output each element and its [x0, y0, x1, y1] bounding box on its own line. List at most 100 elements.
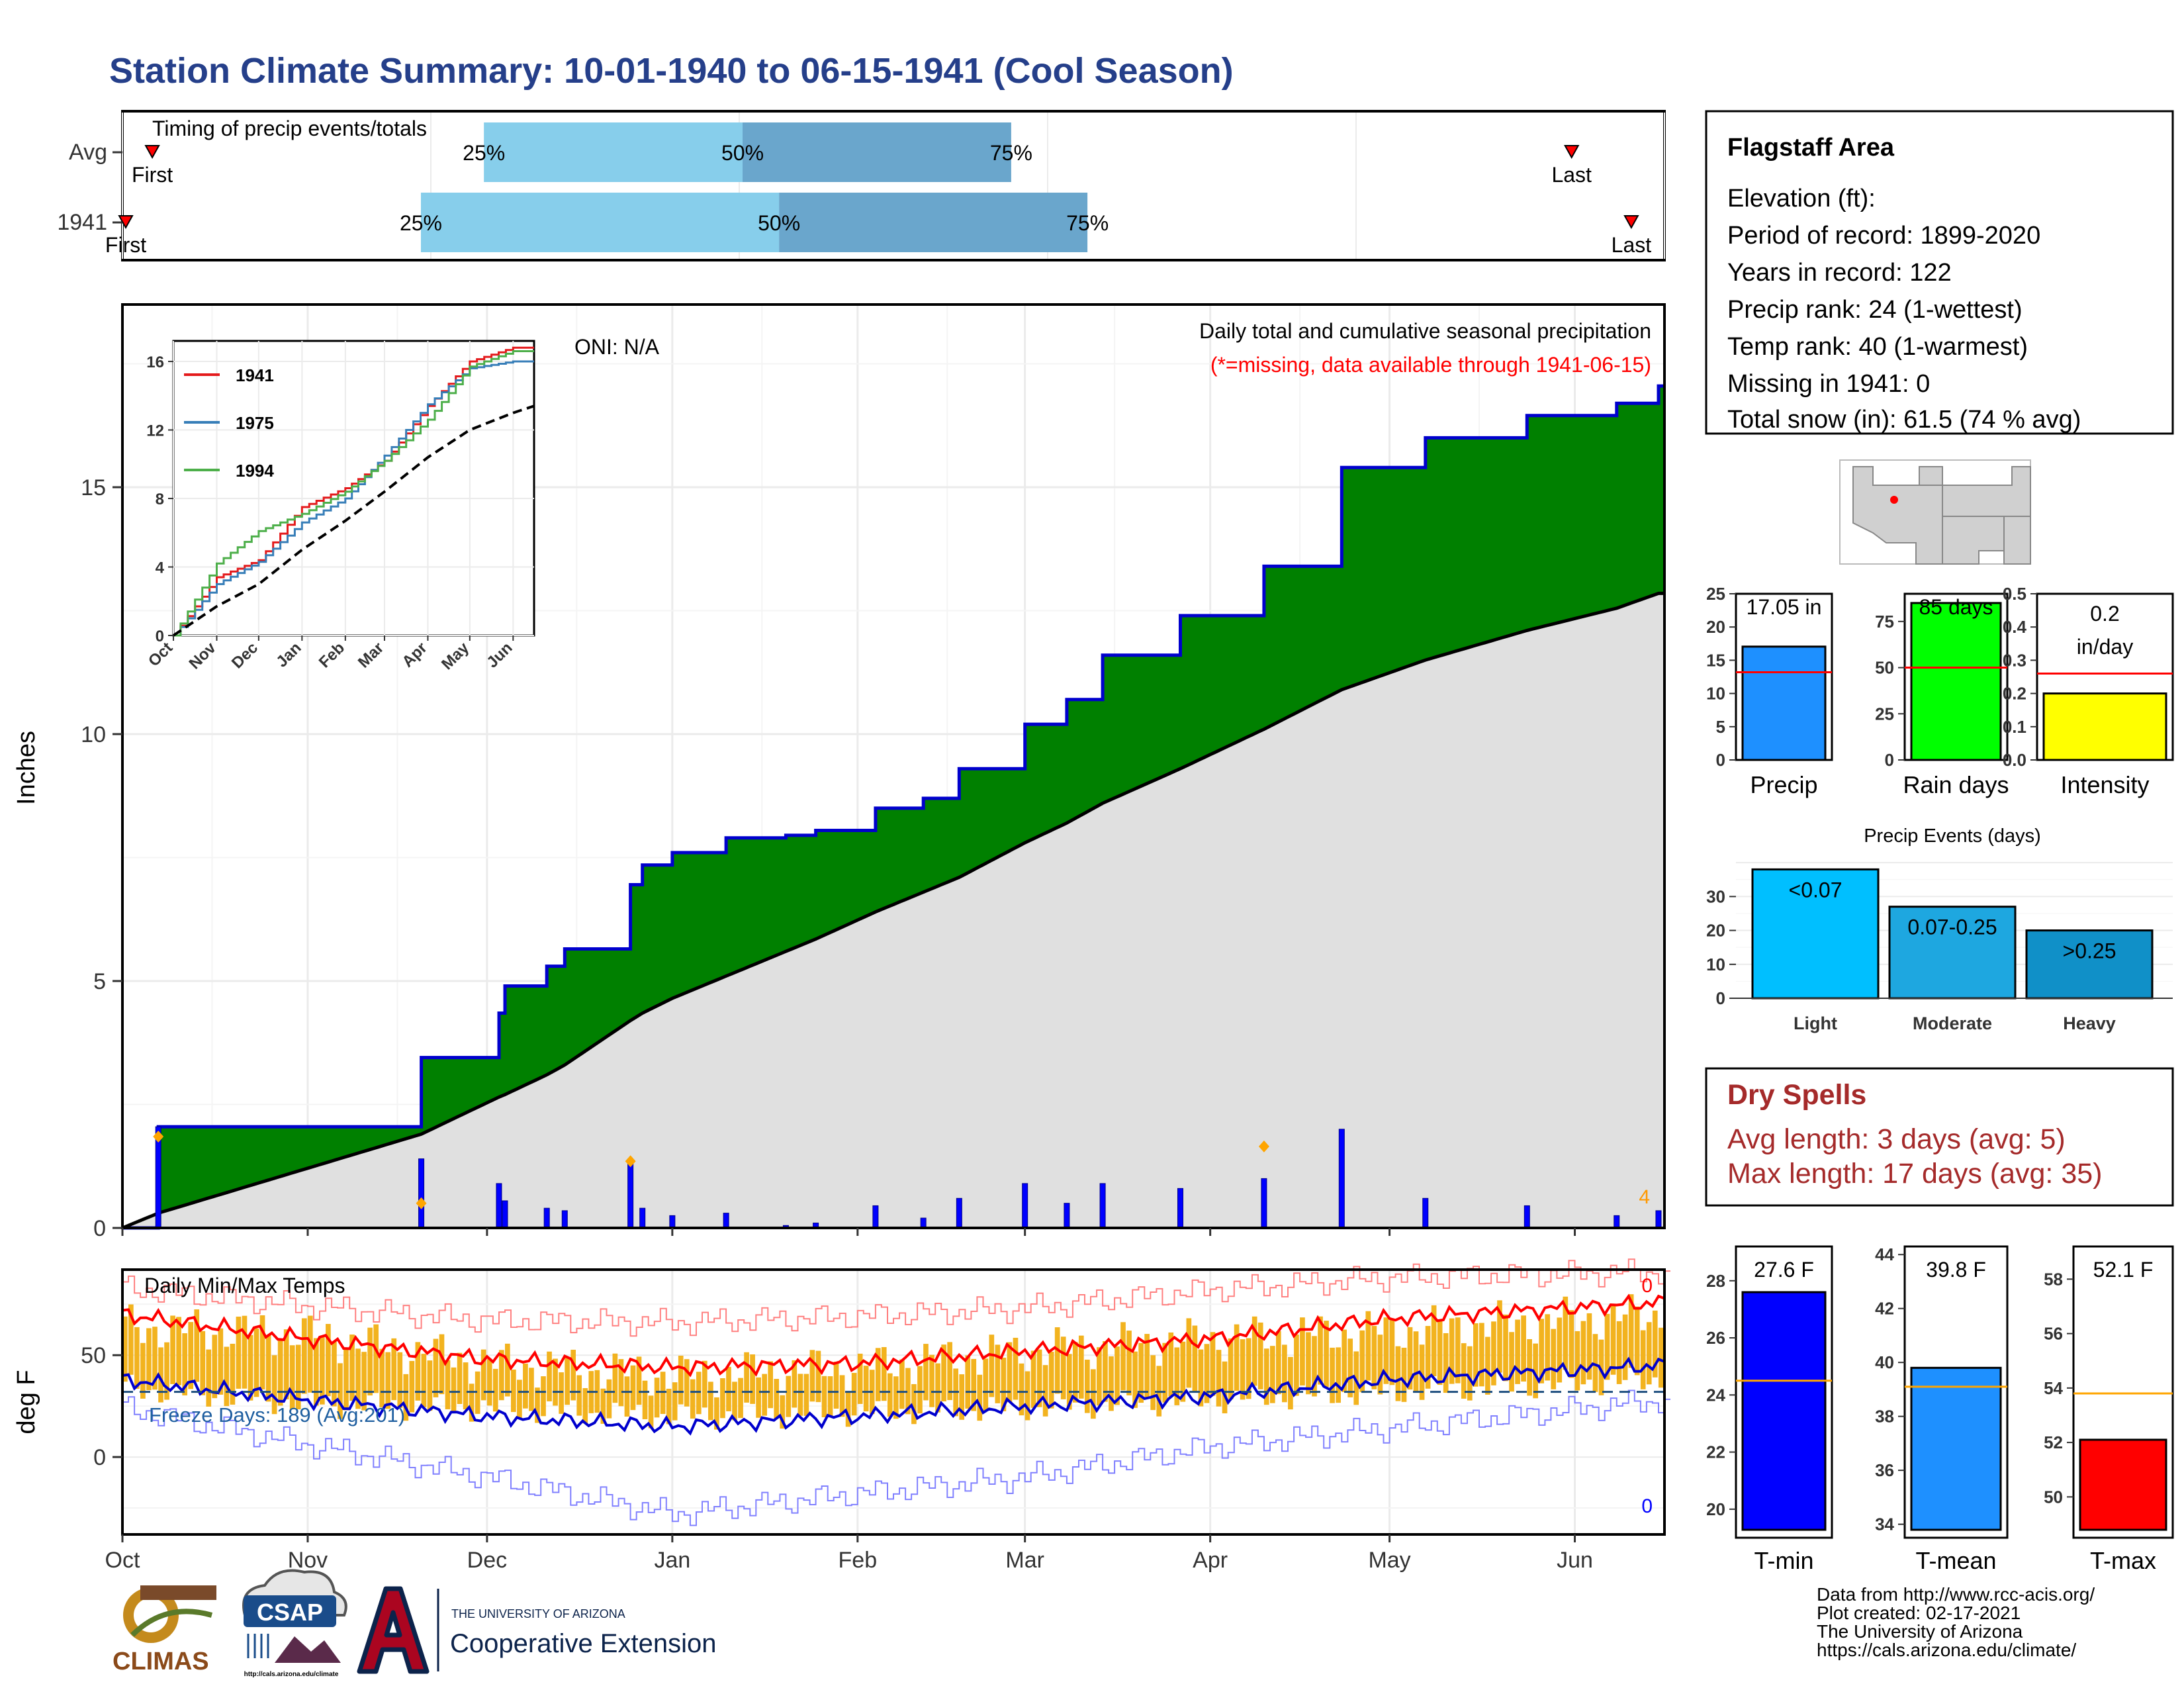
daily-temp-bar	[1115, 1346, 1120, 1405]
daily-temp-bar	[301, 1318, 307, 1394]
last-event-label: Last	[1612, 233, 1652, 257]
daily-temp-bar	[606, 1379, 612, 1419]
daily-temp-bar	[959, 1374, 965, 1420]
temp-summary-y-tick-label: 58	[2044, 1269, 2063, 1289]
daily-precip-bar	[1099, 1183, 1106, 1229]
daily-temp-bar	[965, 1355, 971, 1409]
temp-summary-category-label: T-max	[2090, 1547, 2156, 1574]
daily-temp-bar	[1563, 1296, 1569, 1370]
daily-temp-bar	[947, 1342, 952, 1401]
daily-temp-bar	[480, 1349, 486, 1401]
daily-temp-bar	[391, 1338, 397, 1401]
y-tick-label: 0	[93, 1445, 106, 1470]
daily-temp-bar	[911, 1383, 917, 1425]
cumulative-precip-line	[122, 384, 1664, 1230]
daily-precip-bar	[543, 1207, 550, 1229]
daily-temp-bar	[283, 1329, 289, 1399]
daily-temp-bar	[1407, 1327, 1413, 1390]
temp-summary-bar	[1741, 1291, 1827, 1531]
summary-category-label: Precip	[1750, 771, 1817, 798]
precip-y-label: Inches	[13, 731, 40, 805]
daily-temp-bar	[762, 1374, 767, 1416]
daily-temp-bar	[1347, 1338, 1353, 1397]
daily-temp-bar	[792, 1360, 797, 1408]
legend-label-1941: 1941	[236, 365, 274, 385]
events-bar	[1888, 906, 2017, 1000]
temp-panel-frame	[121, 1268, 1666, 1536]
daily-temp-bar	[768, 1361, 774, 1409]
daily-temp-bar	[1461, 1343, 1467, 1399]
summary-y-tick-label: 75	[1875, 612, 1894, 632]
heavy-event-marker	[416, 1197, 427, 1209]
summary-y-tick-label: 0.0	[2003, 750, 2026, 770]
daily-temp-bar	[535, 1387, 540, 1423]
csap-rain-bars	[247, 1634, 269, 1658]
station-missing: Missing in 1941: 0	[1727, 370, 1930, 398]
temp-summary-y-tick-label: 36	[1875, 1460, 1894, 1480]
daily-temp-bar	[636, 1356, 642, 1405]
daily-temp-bar	[893, 1376, 899, 1419]
daily-temp-bar	[277, 1340, 283, 1406]
daily-temp-bar	[1389, 1319, 1395, 1385]
inset-y-tick-label: 8	[156, 491, 164, 508]
first-event-marker	[144, 145, 160, 160]
climas-wordmark: CLIMAS	[113, 1648, 209, 1675]
temp-summary-value-label: 39.8 F	[1926, 1258, 1986, 1282]
summary-value-label: in/day	[2077, 635, 2133, 659]
daily-precip-bar	[639, 1207, 646, 1229]
summary-chart-precip: 0 5 10 15 20 25 17.05 in Precip	[1706, 584, 1833, 798]
event-count-label: 4	[1639, 1186, 1650, 1208]
daily-temp-bar	[379, 1348, 385, 1407]
quartile-label-50: 50%	[758, 211, 800, 235]
daily-temp-bar	[654, 1378, 660, 1418]
daily-temp-bar	[905, 1368, 911, 1415]
daily-precip-bar	[669, 1215, 676, 1229]
first-event-label: First	[105, 233, 146, 257]
temp-summary-y-tick-label: 22	[1706, 1442, 1725, 1462]
daily-temp-bar	[1180, 1341, 1186, 1402]
daily-temp-bar	[349, 1335, 355, 1401]
y-tick-label: 50	[81, 1343, 106, 1368]
daily-temp-bar	[1168, 1332, 1174, 1397]
daily-temp-bar	[678, 1355, 684, 1405]
daily-temp-bar	[457, 1352, 463, 1404]
daily-temp-bar	[756, 1377, 761, 1418]
daily-temp-bar	[164, 1342, 169, 1400]
daily-temp-bar	[1652, 1310, 1658, 1378]
month-label: Feb	[839, 1548, 878, 1573]
daily-temp-bar	[1109, 1356, 1114, 1411]
daily-temp-bar	[881, 1347, 887, 1401]
inset-series-average	[172, 404, 535, 637]
daily-temp-bar	[1126, 1331, 1132, 1395]
daily-temp-bar	[941, 1344, 946, 1401]
legend-label-1994: 1994	[236, 461, 274, 481]
daily-temp-bar	[1001, 1357, 1007, 1411]
last-event-marker	[1623, 215, 1639, 230]
daily-temp-bar	[1604, 1313, 1610, 1380]
y-tick-label: 5	[93, 969, 106, 994]
daily-temp-bar	[684, 1359, 690, 1407]
daily-temp-bar	[702, 1360, 707, 1408]
daily-temp-bar	[1491, 1321, 1496, 1385]
csap-url: http://cals.arizona.edu/climate	[244, 1671, 339, 1678]
daily-temp-bar	[427, 1360, 433, 1411]
csap-wordmark: CSAP	[257, 1599, 323, 1626]
daily-temp-bar	[1395, 1346, 1401, 1401]
daily-precip-bar	[627, 1163, 634, 1229]
daily-temp-bar	[218, 1328, 224, 1395]
daily-temp-bar	[529, 1368, 534, 1411]
dry-spells-avg: Avg length: 3 days (avg: 5)	[1727, 1123, 2066, 1155]
month-label: Jun	[1557, 1548, 1593, 1573]
events-bar-label: 0.07-0.25	[1907, 915, 1997, 939]
station-location-marker	[1890, 496, 1898, 504]
daily-precip-bar	[872, 1205, 879, 1229]
y-tick-label: 0	[93, 1216, 106, 1241]
temp-summary-y-tick-label: 56	[2044, 1324, 2063, 1344]
daily-temp-bar	[146, 1328, 152, 1391]
daily-temp-bar	[1515, 1319, 1520, 1384]
daily-temp-bar	[1269, 1346, 1275, 1403]
daily-temp-bar	[1557, 1317, 1563, 1383]
daily-precip-bar	[1422, 1197, 1429, 1229]
daily-precip-bar	[496, 1183, 502, 1229]
